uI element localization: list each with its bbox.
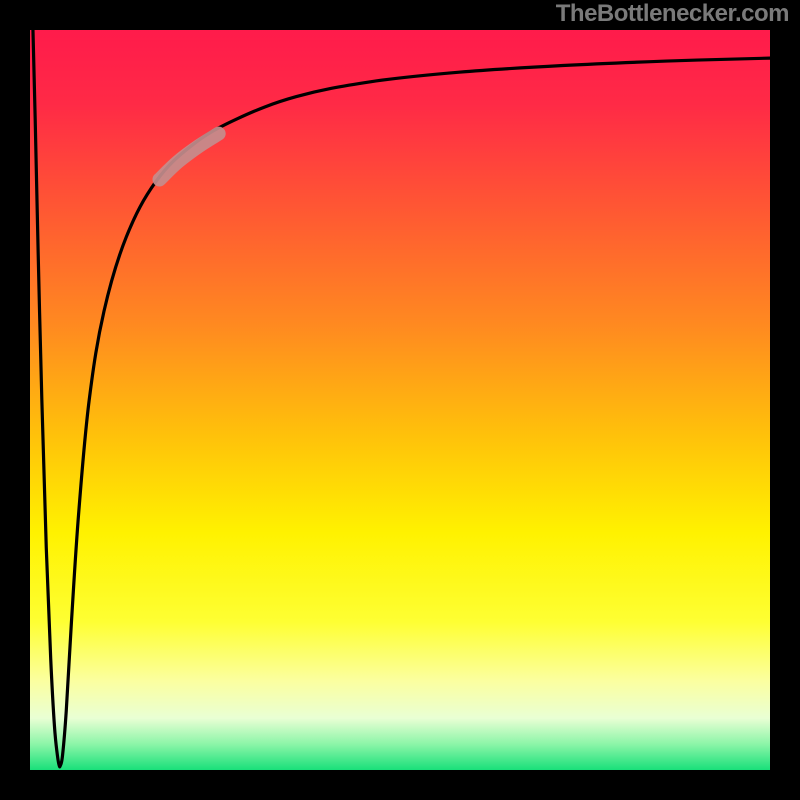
source-watermark: TheBottlenecker.com xyxy=(556,0,789,28)
chart-stage: TheBottlenecker.com xyxy=(0,0,800,800)
chart-svg xyxy=(0,0,800,800)
plot-area xyxy=(30,30,770,770)
